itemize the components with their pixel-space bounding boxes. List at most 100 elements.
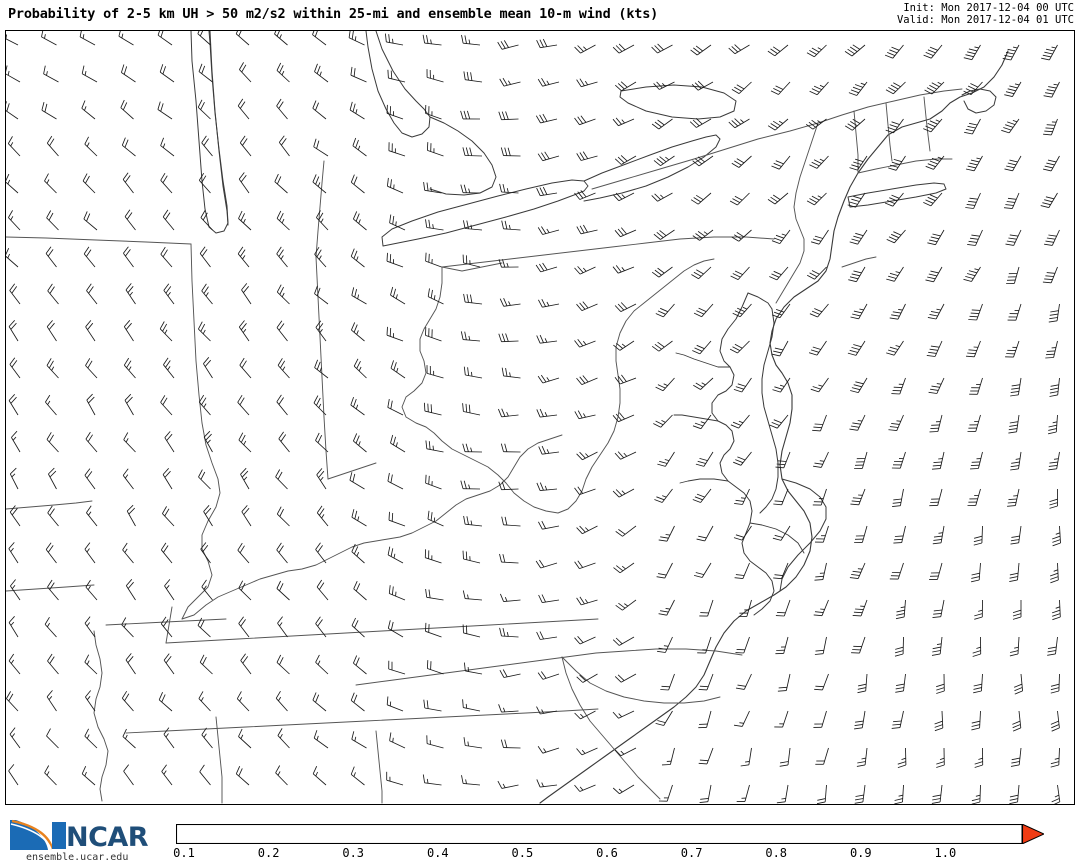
wind-barb xyxy=(812,488,827,506)
wind-barb xyxy=(1001,118,1020,134)
wind-barb xyxy=(123,357,136,379)
wind-barb xyxy=(276,654,290,675)
wind-barb xyxy=(924,81,945,95)
wind-barb xyxy=(313,138,329,157)
wind-barb xyxy=(163,727,175,749)
wind-barb xyxy=(351,617,365,638)
wind-barb xyxy=(160,542,173,564)
wind-barb xyxy=(315,320,327,342)
wind-barb xyxy=(387,69,406,83)
wind-barb xyxy=(426,735,444,749)
wind-barb xyxy=(574,710,596,720)
wind-barb xyxy=(274,173,288,194)
wind-barb xyxy=(499,627,519,638)
wind-barb xyxy=(83,246,96,268)
wind-barb xyxy=(888,414,904,432)
wind-barb xyxy=(735,636,750,654)
wind-barb xyxy=(535,559,558,569)
state-border-nc-sc xyxy=(561,656,721,704)
wind-barb xyxy=(84,616,96,638)
wind-barb xyxy=(9,727,21,749)
wind-barb xyxy=(462,254,481,268)
wind-barb xyxy=(353,211,367,231)
wind-barb xyxy=(891,377,906,395)
wind-barb xyxy=(43,65,59,83)
wind-barb xyxy=(460,110,481,120)
wind-barb xyxy=(731,229,752,242)
wind-barb xyxy=(894,784,904,804)
wind-barb xyxy=(774,710,789,728)
wind-barb xyxy=(1004,155,1022,172)
wind-barb xyxy=(923,44,943,59)
wind-barb xyxy=(316,210,329,231)
colorbar-tick: 0.5 xyxy=(511,846,534,860)
wind-barb xyxy=(535,262,558,273)
wind-barb xyxy=(240,653,252,675)
wind-barb xyxy=(936,673,945,694)
lake-ontario-outline xyxy=(619,84,737,120)
ncar-logo-mark: NCAR xyxy=(10,819,149,852)
wind-barb xyxy=(86,393,96,416)
wind-barb xyxy=(849,229,868,245)
wind-barb xyxy=(198,172,211,194)
wind-barb xyxy=(7,136,21,157)
ncar-logo[interactable]: NCAR ensemble.ucar.edu xyxy=(8,816,168,863)
wind-barb xyxy=(350,766,365,786)
wind-barb xyxy=(967,488,981,506)
wind-barb xyxy=(1050,747,1060,768)
wind-barb xyxy=(1044,229,1060,246)
wind-barb xyxy=(238,728,252,749)
wind-barb xyxy=(1009,562,1020,583)
wind-barb xyxy=(699,599,714,617)
wind-barb xyxy=(771,303,791,319)
wind-barb xyxy=(923,192,943,207)
wind-barb xyxy=(353,433,367,453)
wind-barb xyxy=(857,673,868,694)
state-border-pa-md xyxy=(441,236,775,268)
wind-barb xyxy=(733,525,752,541)
wind-barb xyxy=(462,550,481,564)
wind-barb xyxy=(537,746,560,754)
wind-barb xyxy=(239,135,252,157)
wind-barb xyxy=(1043,155,1060,172)
map-canvas[interactable] xyxy=(6,31,1074,804)
wind-barb xyxy=(1051,599,1061,621)
colorbar[interactable] xyxy=(176,824,1044,844)
wind-barb xyxy=(771,229,791,244)
map-panel[interactable] xyxy=(5,30,1075,805)
wind-barb xyxy=(816,784,827,804)
wind-barb xyxy=(390,286,406,305)
wind-barb xyxy=(1009,784,1020,804)
wind-barb xyxy=(536,482,558,492)
wind-barb xyxy=(613,562,635,574)
wind-barb xyxy=(197,31,211,46)
wind-barb xyxy=(237,394,250,416)
wind-barb xyxy=(353,655,367,675)
wind-barb xyxy=(236,691,250,712)
wind-barb xyxy=(576,596,598,606)
wind-barb xyxy=(651,340,673,352)
state-border-sc-ga xyxy=(561,656,661,800)
wind-barb xyxy=(657,636,673,653)
wind-barb xyxy=(538,520,560,530)
state-border-ny-ma-north xyxy=(817,88,963,124)
wind-barb xyxy=(316,505,329,527)
wind-barb xyxy=(278,135,290,157)
wind-barb xyxy=(463,662,483,675)
init-time: Init: Mon 2017-12-04 00 UTC xyxy=(903,2,1074,14)
wind-barb xyxy=(574,560,596,570)
state-border-wv-north xyxy=(441,262,503,272)
wind-barb xyxy=(537,77,560,87)
wind-barb xyxy=(238,320,250,342)
wind-barb xyxy=(963,44,981,61)
wind-barb xyxy=(84,654,98,675)
wind-barb xyxy=(1004,81,1022,98)
wind-barb xyxy=(929,562,943,581)
wind-barb xyxy=(46,135,59,157)
wind-barb xyxy=(1051,784,1061,804)
wind-barb xyxy=(698,747,714,765)
wind-barb xyxy=(46,432,59,453)
wind-barb xyxy=(498,333,519,343)
wind-barb xyxy=(238,172,250,194)
wind-barb xyxy=(1002,44,1020,61)
